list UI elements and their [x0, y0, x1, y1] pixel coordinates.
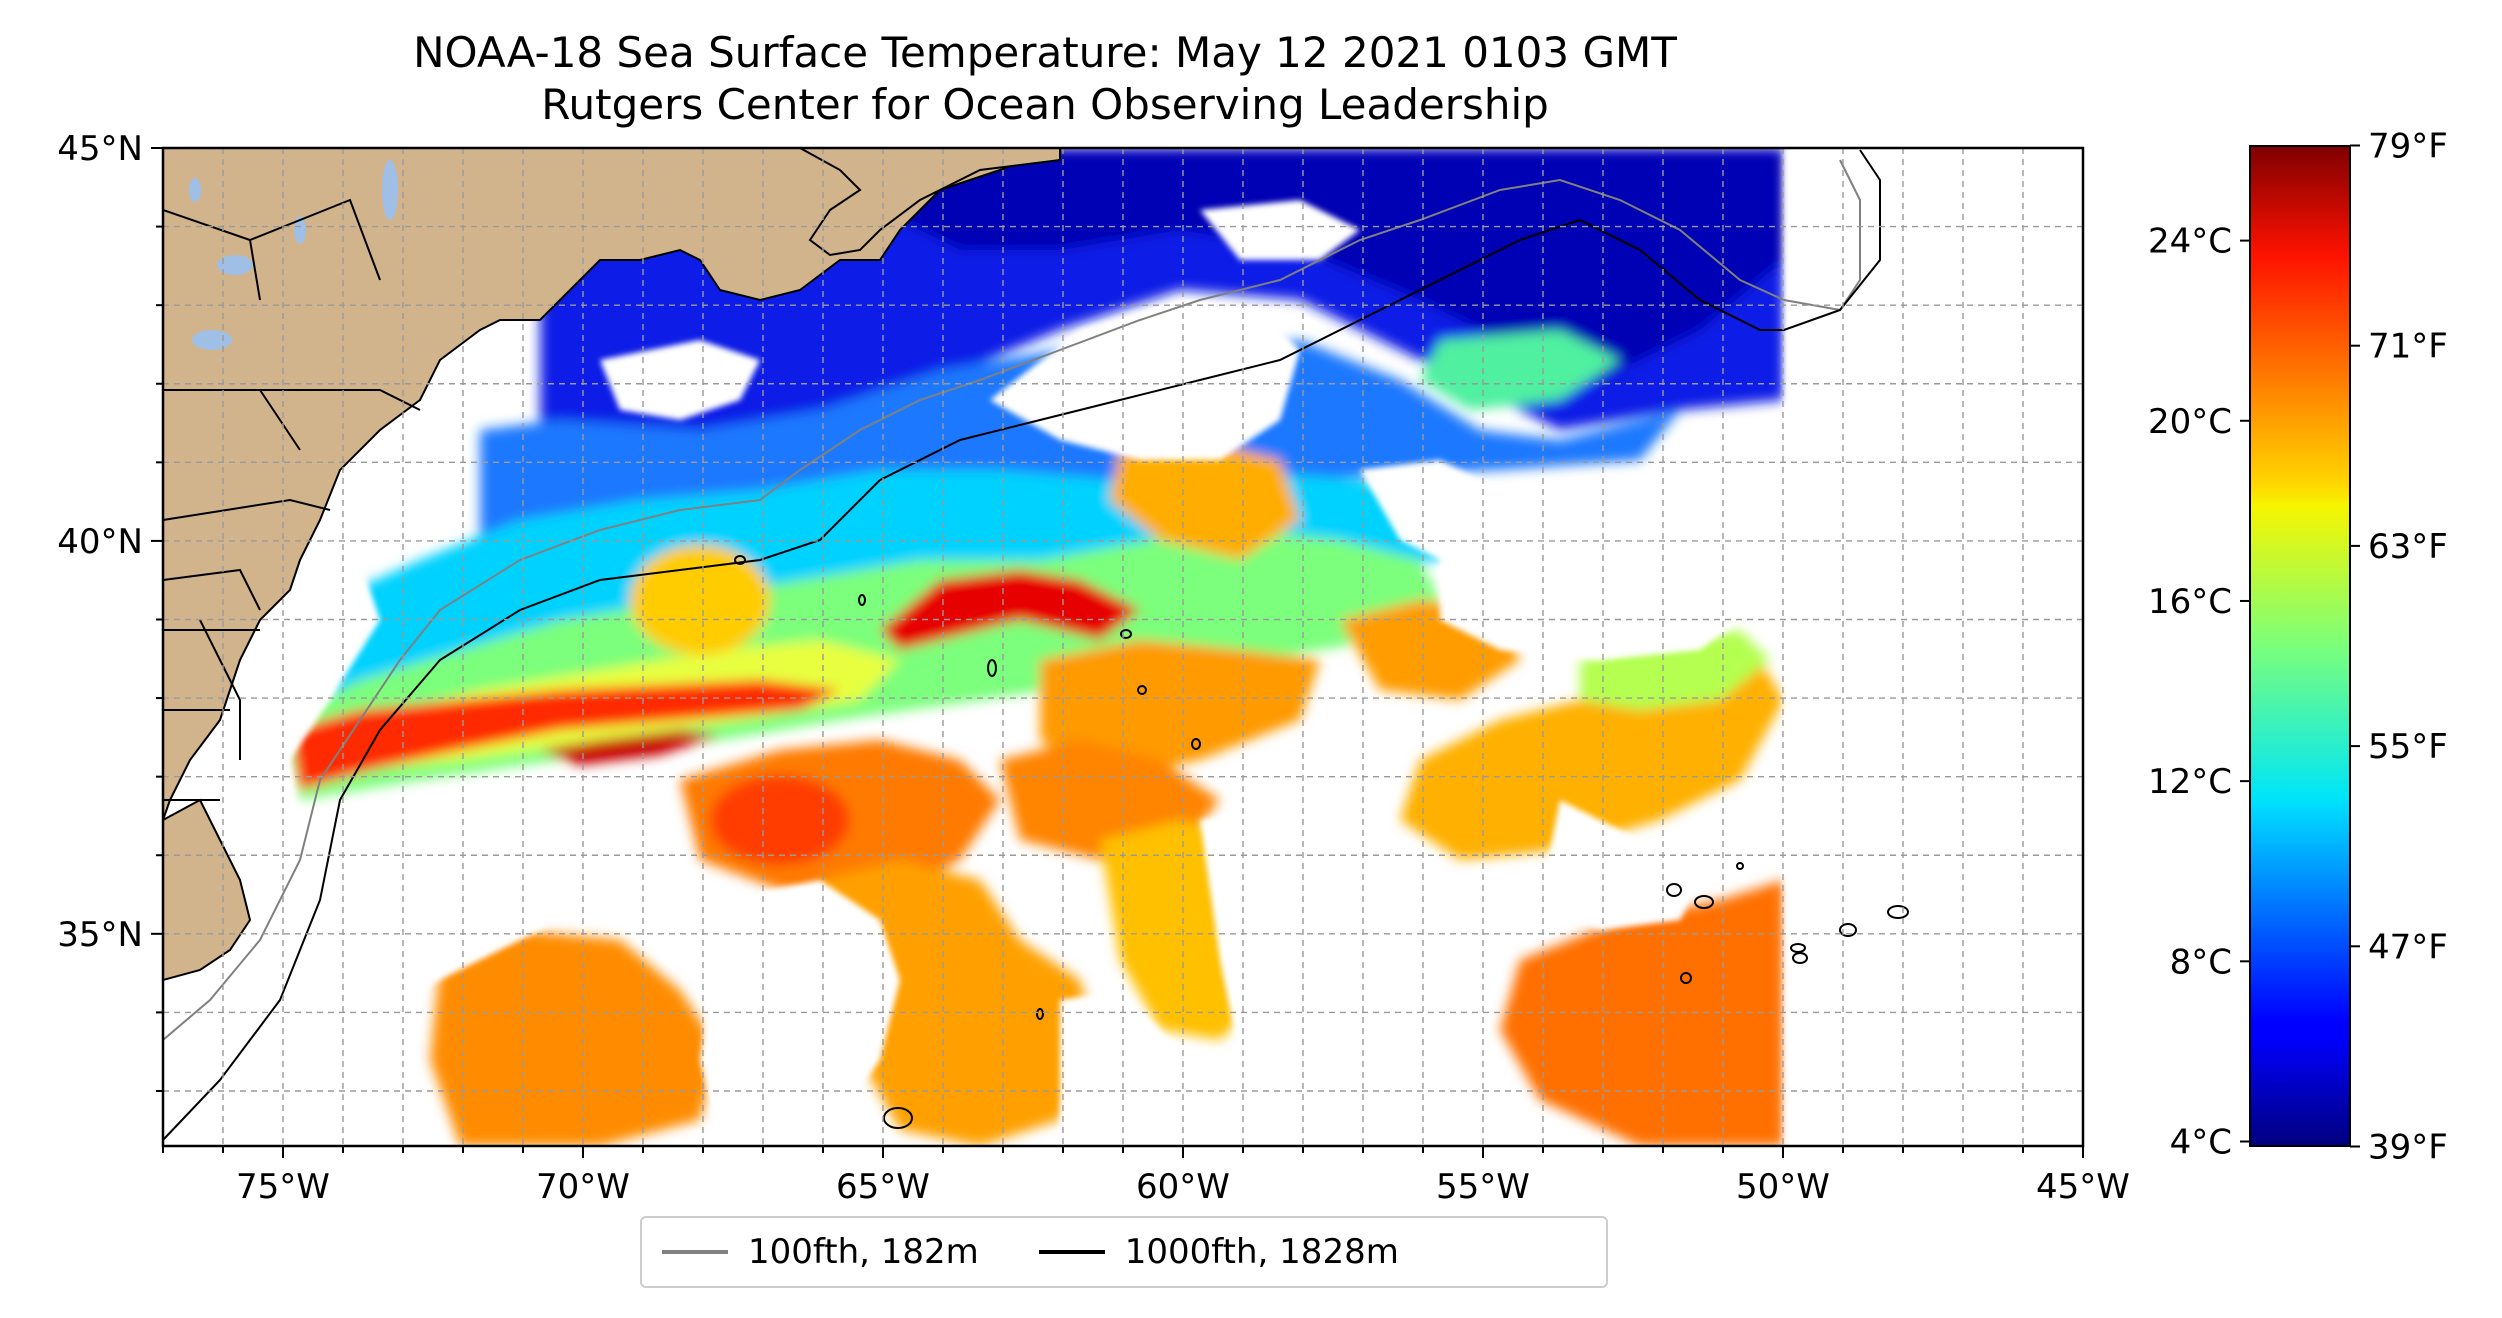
isobath-100fth: [163, 159, 1861, 1041]
y-tick-label: 35°N: [57, 915, 143, 955]
legend-item-1000fth: 1000fth, 1828m: [1038, 1232, 1399, 1272]
x-tick-label: 60°W: [1136, 1167, 1230, 1207]
map-area: [163, 148, 2083, 1146]
sst-warm-4: [1110, 440, 1300, 560]
colorbar-fahrenheit-label: 55°F: [2368, 727, 2448, 767]
colorbar-celsius-label: 24°C: [2148, 222, 2232, 262]
x-tick-label: 45°W: [2036, 1167, 2130, 1207]
colorbar-celsius-label: 4°C: [2170, 1122, 2232, 1162]
colorbar-frame: [2249, 145, 2351, 1147]
x-tick-label: 70°W: [536, 1167, 630, 1207]
lakes: [189, 160, 398, 350]
warm-eddy-2: [710, 775, 850, 865]
map-axes: 75°W 70°W 65°W 60°W 55°W 50°W 45°W 45°N 40°N 35°N: [57, 129, 2130, 1207]
sst-green-east: [1420, 330, 1620, 410]
colorbar: 24°C 20°C 16°C 12°C 8°C 4°C 79°F 71°F 63°F 55°F 47…: [2148, 126, 2448, 1167]
land-southeast: [163, 798, 252, 982]
legend-line-1000fth: [1038, 1250, 1105, 1254]
gulf-stream-core: [290, 680, 840, 790]
colorbar-celsius-label: 20°C: [2148, 402, 2232, 442]
sst-south-1: [430, 930, 720, 1146]
legend-label-1000fth: 1000fth, 1828m: [1124, 1232, 1399, 1272]
sst-deep-cold: [880, 150, 1784, 380]
graticule: [163, 148, 2083, 1146]
land-nova-scotia: [799, 148, 1061, 257]
x-tick-label: 65°W: [836, 1167, 930, 1207]
isobath-1000fth: [163, 149, 1881, 1141]
legend-item-100fth: 100fth, 182m: [662, 1232, 979, 1272]
land: [163, 148, 1061, 982]
colorbar-gradient: [2250, 146, 2350, 1146]
gulf-stream-hot: [540, 730, 720, 765]
colorbar-fahrenheit-label: 71°F: [2368, 327, 2448, 367]
y-tick-label: 45°N: [57, 129, 143, 169]
colorbar-fahrenheit-label: 63°F: [2368, 527, 2448, 567]
x-tick-label: 75°W: [236, 1167, 330, 1207]
colorbar-fahrenheit-label: 39°F: [2368, 1128, 2448, 1168]
y-tick-label: 40°N: [57, 522, 143, 562]
gulf-stream-north: [880, 570, 1140, 650]
legend-line-100fth: [662, 1250, 728, 1254]
x-tick-label: 50°W: [1736, 1167, 1830, 1207]
x-tick-label: 55°W: [1436, 1167, 1530, 1207]
map-subtitle: Rutgers Center for Ocean Observing Leade…: [541, 80, 1549, 129]
land-northeast: [163, 148, 1061, 821]
colorbar-celsius-label: 12°C: [2148, 762, 2232, 802]
colorbar-fahrenheit-label: 79°F: [2368, 126, 2448, 166]
legend-label-100fth: 100fth, 182m: [748, 1232, 979, 1272]
colorbar-celsius-label: 8°C: [2170, 942, 2232, 982]
sst-south-5: [1400, 660, 1784, 860]
colorbar-fahrenheit-label: 47°F: [2368, 927, 2448, 967]
colorbar-celsius-label: 16°C: [2148, 582, 2232, 622]
sst-warm-2: [1040, 640, 1320, 780]
isobath-legend: 100fth, 182m 1000fth, 1828m: [640, 1216, 1608, 1288]
map-title: NOAA-18 Sea Surface Temperature: May 12 …: [413, 28, 1677, 77]
state-borders: [163, 198, 421, 801]
sst-south-2: [820, 860, 1100, 1146]
seamounts: [734, 555, 1909, 1129]
